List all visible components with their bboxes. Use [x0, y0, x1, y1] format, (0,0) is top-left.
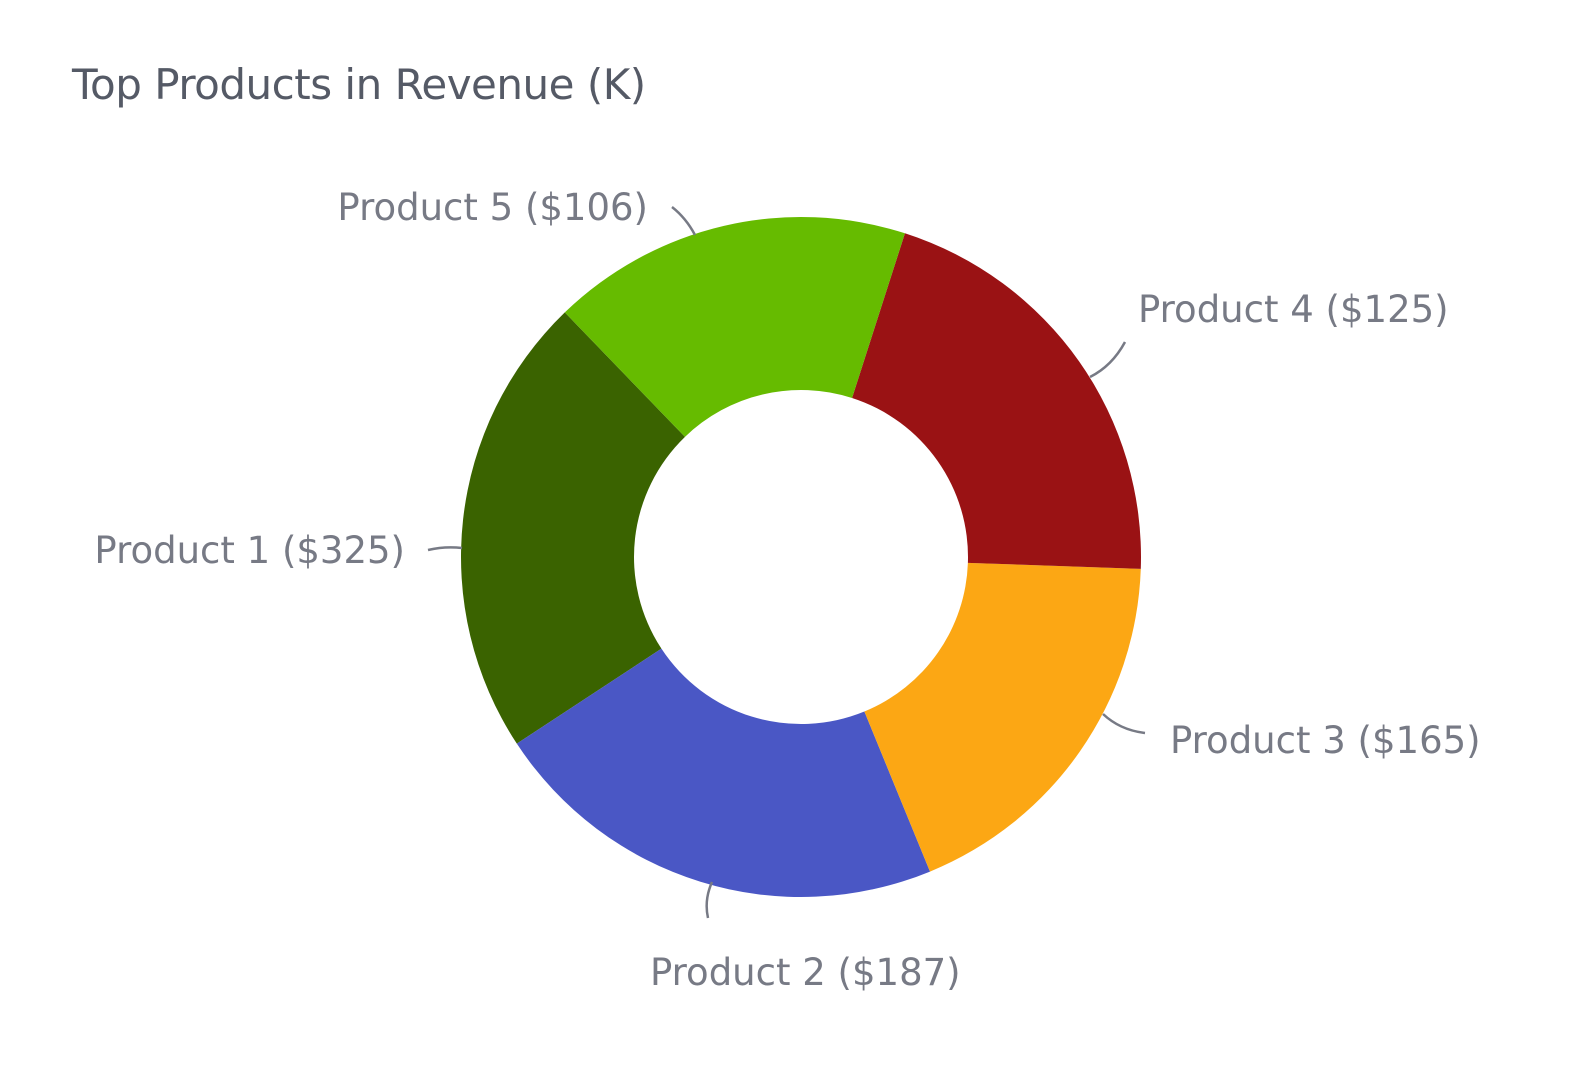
data-label: Product 3 ($165) — [1170, 719, 1481, 762]
leader-line — [671, 206, 697, 236]
leader-line — [1102, 713, 1146, 735]
data-label: Product 4 ($125) — [1138, 288, 1449, 331]
chart-title: Top Products in Revenue (K) — [72, 60, 646, 109]
leader-line — [1089, 341, 1127, 379]
slice-product-1[interactable] — [461, 312, 685, 744]
slice-product-5[interactable] — [564, 216, 905, 437]
slice-product-2[interactable] — [516, 648, 931, 897]
slice-product-4[interactable] — [852, 233, 1141, 569]
data-label: Product 1 ($325) — [94, 529, 405, 572]
leader-line — [427, 546, 463, 552]
slice-product-3[interactable] — [864, 562, 1141, 872]
data-label: Product 2 ($187) — [650, 951, 961, 994]
leader-line — [705, 881, 714, 919]
data-label: Product 5 ($106) — [337, 186, 648, 229]
